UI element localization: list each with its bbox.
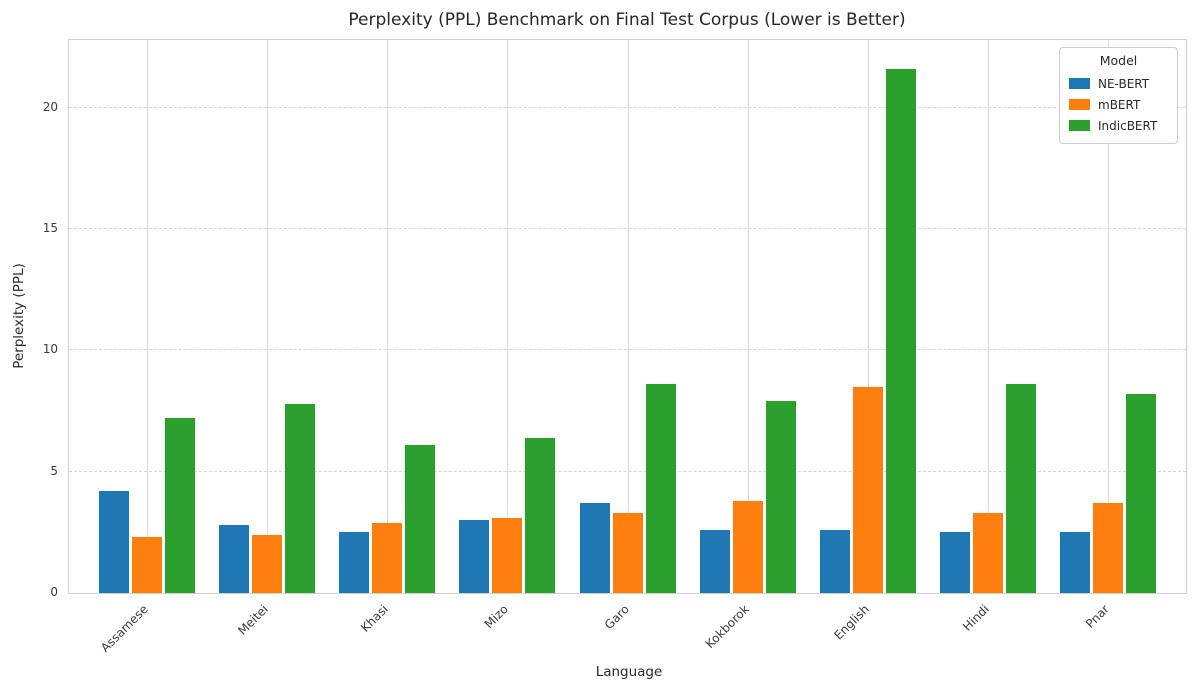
gridline-x-hindi [988, 40, 990, 593]
bar-assamese-mbert [131, 537, 162, 593]
gridline-x-english [867, 40, 869, 593]
bar-khasi-indicbert [405, 445, 436, 593]
legend-title: Model [1099, 53, 1138, 68]
bar-pnar-ne-bert [1060, 532, 1091, 593]
legend: Model NE-BERT mBERT IndicBERT [1059, 47, 1178, 144]
bar-english-mbert [852, 386, 883, 593]
x-tick-assamese: Assamese [97, 602, 151, 655]
bar-pnar-indicbert [1126, 394, 1157, 593]
y-tick-15: 15 [42, 221, 58, 236]
bar-assamese-indicbert [164, 418, 195, 593]
bar-english-indicbert [885, 69, 916, 593]
legend-item-mbert: mBERT [1069, 94, 1168, 115]
bar-meitei-indicbert [284, 403, 315, 593]
y-tick-10: 10 [42, 342, 58, 357]
legend-swatch-ne-bert [1069, 78, 1090, 89]
y-tick-0: 0 [50, 585, 58, 599]
gridline-x-pnar [1108, 40, 1110, 593]
gridline-x-assamese [146, 40, 148, 593]
bar-kokborok-mbert [732, 500, 763, 593]
x-tick-english: English [831, 602, 872, 643]
bar-mizo-indicbert [525, 437, 556, 593]
bar-pnar-mbert [1093, 503, 1124, 593]
bar-hindi-ne-bert [940, 532, 971, 593]
y-tick-5: 5 [50, 463, 58, 478]
gridline-x-garo [627, 40, 629, 593]
x-tick-meitei: Meitei [235, 602, 271, 638]
x-tick-kokborok: Kokborok [702, 602, 752, 652]
legend-swatch-indicbert [1069, 120, 1090, 131]
legend-label-indicbert: IndicBERT [1098, 118, 1158, 133]
bar-garo-mbert [612, 512, 643, 593]
legend-label-ne-bert: NE-BERT [1098, 76, 1150, 91]
x-axis-label: Language [595, 664, 663, 680]
bar-assamese-ne-bert [98, 491, 129, 593]
legend-label-mbert: mBERT [1098, 97, 1141, 112]
legend-items: NE-BERT mBERT IndicBERT [1069, 73, 1168, 136]
bar-khasi-ne-bert [339, 532, 370, 593]
bar-mizo-mbert [492, 517, 523, 593]
bar-english-ne-bert [819, 529, 850, 593]
bar-garo-indicbert [645, 384, 676, 593]
chart-title: Perplexity (PPL) Benchmark on Final Test… [348, 10, 906, 30]
bar-mizo-ne-bert [459, 520, 490, 593]
x-tick-hindi: Hindi [960, 602, 992, 634]
bar-meitei-ne-bert [218, 525, 249, 593]
legend-item-ne-bert: NE-BERT [1069, 73, 1168, 94]
x-tick-mizo: Mizo [481, 602, 512, 632]
gridline-x-meitei [266, 40, 268, 593]
legend-item-indicbert: IndicBERT [1069, 115, 1168, 136]
gridline-x-khasi [387, 40, 389, 593]
gridline-x-kokborok [747, 40, 749, 593]
bar-kokborok-indicbert [765, 401, 796, 593]
x-tick-khasi: Khasi [358, 602, 391, 635]
y-tick-20: 20 [42, 99, 58, 114]
gridline-x-mizo [507, 40, 509, 593]
x-tick-pnar: Pnar [1083, 602, 1113, 631]
bar-meitei-mbert [251, 534, 282, 593]
bar-garo-ne-bert [579, 503, 610, 593]
bar-hindi-mbert [973, 512, 1004, 593]
plot-area [68, 39, 1187, 594]
bar-khasi-mbert [372, 522, 403, 593]
legend-swatch-mbert [1069, 99, 1090, 110]
bar-hindi-indicbert [1006, 384, 1037, 593]
bar-kokborok-ne-bert [699, 529, 730, 593]
